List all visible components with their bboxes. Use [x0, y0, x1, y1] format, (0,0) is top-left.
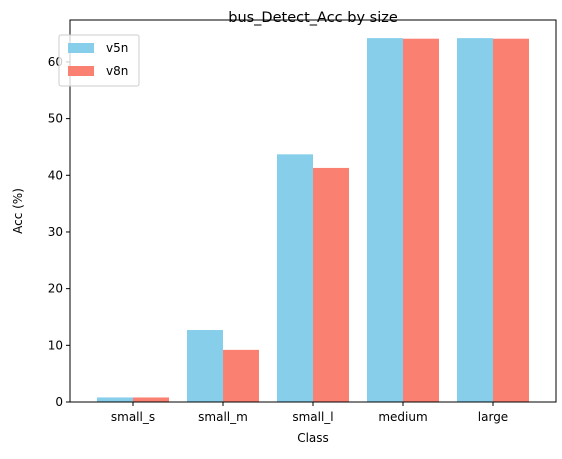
y-axis-label: Acc (%): [11, 188, 25, 234]
x-tick-label: large: [478, 410, 508, 424]
legend: v5n v8n: [58, 34, 140, 87]
bar-v8n-small_m: [223, 349, 259, 402]
x-tick-label: medium: [378, 410, 427, 424]
bar-v8n-small_l: [313, 167, 349, 402]
bar-v8n-large: [493, 38, 529, 403]
legend-swatch-v8n: [68, 66, 94, 76]
bar-v5n-large: [457, 38, 493, 402]
bar-v5n-small_l: [277, 154, 313, 402]
y-tick-label: 50: [48, 112, 63, 126]
bar-v5n-small_s: [97, 397, 133, 402]
bar-v8n-small_s: [133, 397, 169, 402]
y-tick-label: 40: [48, 168, 63, 182]
bars-layer: [97, 38, 529, 403]
x-tick-label: small_l: [292, 410, 333, 424]
legend-label-v5n: v5n: [106, 41, 128, 55]
x-axis-label: Class: [297, 431, 329, 445]
x-tick-label: small_s: [111, 410, 155, 424]
y-tick-label: 0: [55, 395, 63, 409]
legend-swatch-v5n: [68, 43, 94, 53]
y-tick-label: 20: [48, 282, 63, 296]
x-tick-label: small_m: [198, 410, 248, 424]
x-axis: small_s small_m small_l medium large: [111, 402, 508, 424]
y-tick-label: 30: [48, 225, 63, 239]
bar-v5n-small_m: [187, 330, 223, 402]
y-tick-label: 10: [48, 338, 63, 352]
legend-label-v8n: v8n: [106, 64, 128, 78]
chart-title: bus_Detect_Acc by size: [228, 10, 398, 26]
bar-v8n-medium: [403, 38, 439, 403]
bar-v5n-medium: [367, 38, 403, 402]
